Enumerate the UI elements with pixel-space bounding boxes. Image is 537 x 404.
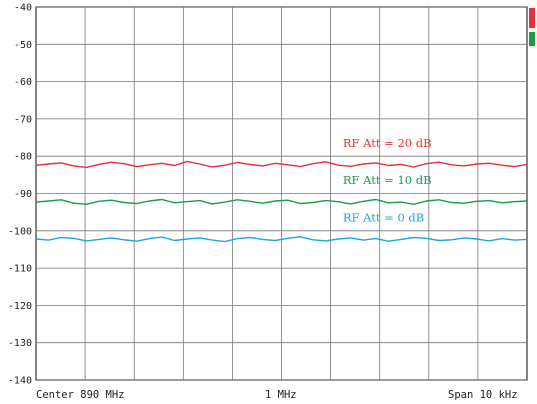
y-tick-label: -140 xyxy=(8,376,32,387)
y-tick-label: -90 xyxy=(14,189,32,200)
trace-line xyxy=(35,198,528,206)
y-tick-label: -110 xyxy=(8,264,32,275)
y-tick-labels: -40 -50 -60 -70 -80 -90 -100 -110 -120 -130 -140 xyxy=(8,3,32,387)
y-tick-label: -100 xyxy=(8,226,32,237)
y-tick-label: -50 xyxy=(14,40,32,51)
grid xyxy=(35,6,528,381)
annotations: RF Att = 20 dB RF Att = 10 dB RF Att = 0 d… xyxy=(343,136,432,225)
status-marker xyxy=(529,8,535,28)
y-tick-label: -40 xyxy=(14,3,32,14)
y-tick-label: -80 xyxy=(14,152,32,163)
status-marker xyxy=(529,32,535,46)
footer-span: Span 10 kHz xyxy=(448,389,518,401)
footer-div-width: 1 MHz xyxy=(265,389,297,401)
trace-line xyxy=(35,236,528,243)
status-markers xyxy=(529,8,535,46)
series-traces xyxy=(35,160,528,243)
y-tick-label: -120 xyxy=(8,301,32,312)
y-tick-label: -70 xyxy=(14,114,32,125)
footer-center-frequency: Center 890 MHz xyxy=(36,389,125,401)
trace-annotation: RF Att = 0 dB xyxy=(343,210,424,224)
y-tick-label: -130 xyxy=(8,338,32,349)
trace-annotation: RF Att = 20 dB xyxy=(343,136,432,150)
trace-line xyxy=(35,160,528,169)
trace-annotation: RF Att = 10 dB xyxy=(343,173,432,187)
y-tick-label: -60 xyxy=(14,77,32,88)
